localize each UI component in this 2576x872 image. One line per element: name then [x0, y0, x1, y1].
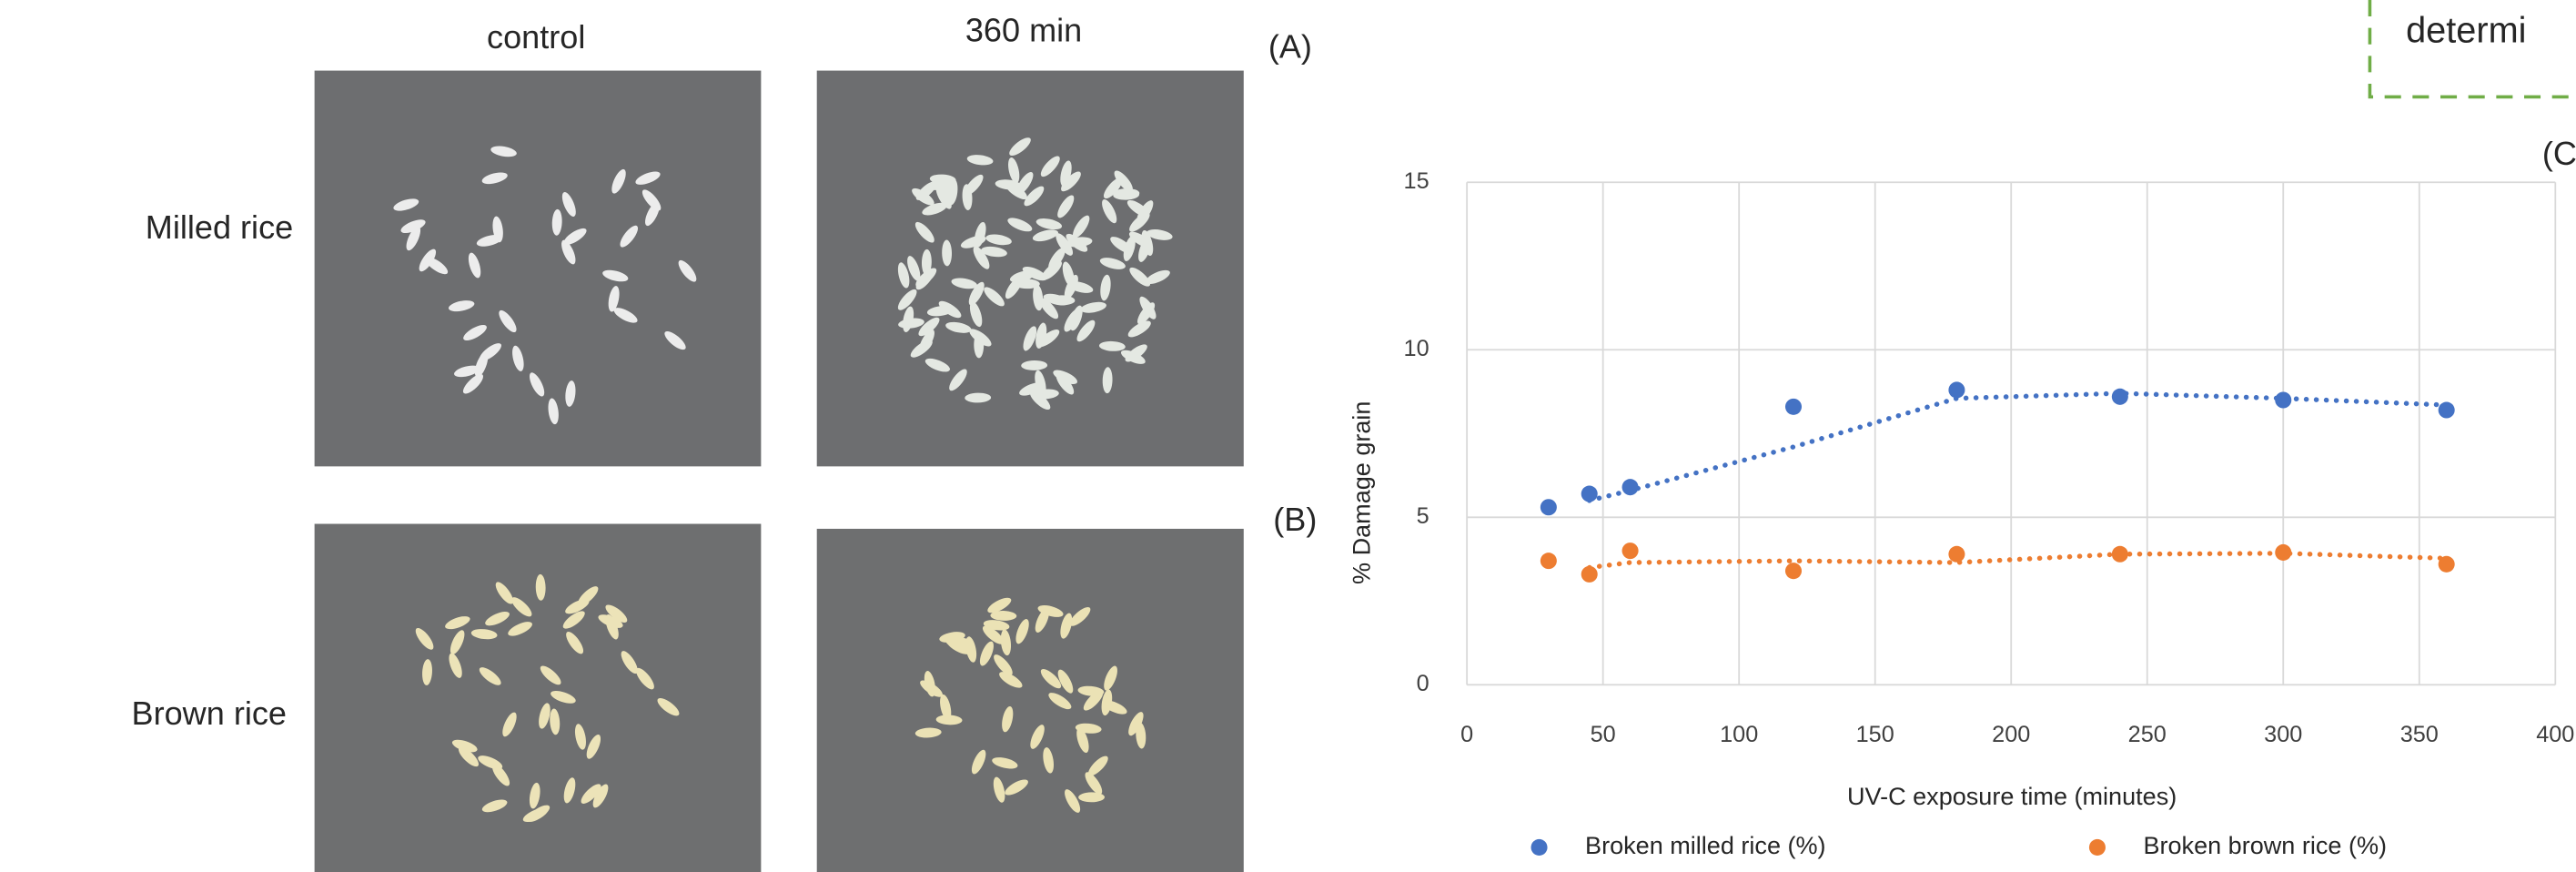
x-tick-label: 150 [1856, 722, 1894, 747]
trendline [1590, 553, 2447, 568]
y-axis-title: % Damage grain [1349, 401, 1376, 584]
point [2275, 544, 2291, 561]
panel-label: (B) [1273, 501, 1317, 538]
y-tick-label: 10 [1404, 336, 1429, 361]
point [1622, 542, 1639, 559]
column-label: 360 min [965, 12, 1082, 49]
x-tick-label: 200 [1992, 722, 2030, 747]
x-tick-label: 250 [2128, 722, 2167, 747]
point [1785, 563, 1802, 579]
y-tick-label: 0 [1417, 671, 1429, 696]
trendline [1590, 393, 2447, 501]
x-tick-label: 400 [2536, 722, 2574, 747]
x-tick-label: 300 [2264, 722, 2302, 747]
point [1581, 486, 1598, 502]
column-label: control [487, 18, 585, 56]
point [2112, 389, 2128, 405]
panel-label: (C [2542, 135, 2576, 172]
x-tick-label: 50 [1591, 722, 1616, 747]
panel-label: (A) [1268, 28, 1312, 66]
legend-marker [1531, 839, 1548, 856]
x-tick-label: 0 [1460, 722, 1473, 747]
point [1948, 381, 1965, 398]
legend-label: Broken brown rice (%) [2143, 832, 2387, 859]
y-tick-label: 15 [1404, 168, 1429, 194]
photo [315, 71, 762, 467]
point [2112, 546, 2128, 563]
x-tick-label: 100 [1720, 722, 1758, 747]
row-label: Milled rice [146, 208, 293, 246]
point [1541, 499, 1557, 515]
row-label: Brown rice [132, 695, 287, 732]
point [1622, 479, 1639, 495]
x-tick-label: 350 [2400, 722, 2439, 747]
box-text: determi [2406, 11, 2526, 51]
legend-label: Broken milled rice (%) [1585, 832, 1826, 859]
point [2439, 402, 2455, 419]
point [2275, 391, 2291, 408]
figure: control 360 min Milled rice Brown rice (… [0, 0, 2576, 872]
legend-marker [2089, 839, 2106, 856]
photo [315, 524, 762, 872]
photo [817, 529, 1244, 872]
x-axis-title: UV-C exposure time (minutes) [1847, 783, 2177, 810]
point [2439, 556, 2455, 573]
point [1948, 546, 1965, 563]
y-tick-label: 5 [1417, 503, 1429, 529]
point [1581, 566, 1598, 583]
point [1785, 399, 1802, 415]
point [1541, 553, 1557, 569]
